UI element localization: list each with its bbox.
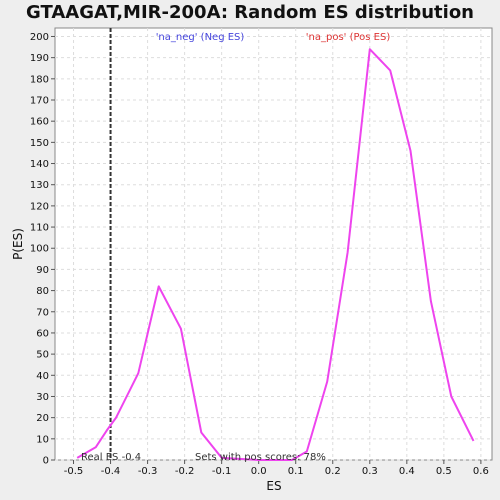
x-tick-label: 0.4 [399, 466, 415, 477]
y-tick-label: 120 [30, 201, 49, 212]
chart-title: GTAAGAT,MIR-200A: Random ES distribution [26, 2, 474, 23]
y-tick-label: 130 [30, 180, 49, 191]
x-tick-label: 0.3 [362, 466, 378, 477]
y-axis: 0 10 20 30 40 50 60 70 80 90 100 110 120 130 140 150 160… [30, 32, 55, 467]
y-tick-label: 50 [36, 350, 49, 361]
y-tick-label: 110 [30, 223, 49, 234]
y-tick-label: 20 [36, 413, 49, 424]
plot-area [54, 27, 493, 461]
y-tick-label: 160 [30, 117, 49, 128]
x-tick-label: 0.5 [436, 466, 452, 477]
x-tick-label: -0.2 [175, 466, 195, 477]
y-tick-label: 40 [36, 371, 49, 382]
x-tick-label: 0.6 [473, 466, 489, 477]
x-tick-label: 0.1 [288, 466, 304, 477]
y-tick-label: 200 [30, 32, 49, 43]
x-tick-label: -0.4 [101, 466, 121, 477]
y-axis-title: P(ES) [11, 228, 25, 260]
y-tick-label: 170 [30, 96, 49, 107]
y-tick-label: 90 [36, 265, 49, 276]
y-tick-label: 190 [30, 53, 49, 64]
es-distribution-line [76, 48, 475, 461]
y-tick-label: 70 [36, 307, 49, 318]
pos-scores-annotation: Sets with pos scores: 78% [195, 452, 326, 463]
legend-neg: 'na_neg' (Neg ES) [156, 32, 245, 43]
ref-line-label: Real ES -0.4 [81, 452, 141, 463]
x-tick-label: -0.3 [138, 466, 158, 477]
y-tick-label: 30 [36, 392, 49, 403]
x-axis-title: ES [266, 479, 281, 493]
y-tick-label: 140 [30, 159, 49, 170]
x-tick-label: -0.5 [64, 466, 84, 477]
x-tick-label: 0.2 [325, 466, 341, 477]
y-tick-label: 180 [30, 74, 49, 85]
y-tick-label: 10 [36, 434, 49, 445]
grid [55, 28, 492, 461]
legend-pos: 'na_pos' (Pos ES) [306, 32, 391, 43]
y-tick-label: 60 [36, 328, 49, 339]
y-tick-label: 150 [30, 138, 49, 149]
y-tick-label: 0 [43, 456, 49, 467]
y-tick-label: 80 [36, 286, 49, 297]
x-tick-label: 0.0 [251, 466, 267, 477]
series-group [76, 48, 475, 461]
x-axis: -0.5 -0.4 -0.3 -0.2 -0.1 0.0 0.1 0.2 0.3 0.4 0.5 0.… [64, 460, 489, 477]
x-tick-label: -0.1 [212, 466, 232, 477]
y-tick-label: 100 [30, 244, 49, 255]
